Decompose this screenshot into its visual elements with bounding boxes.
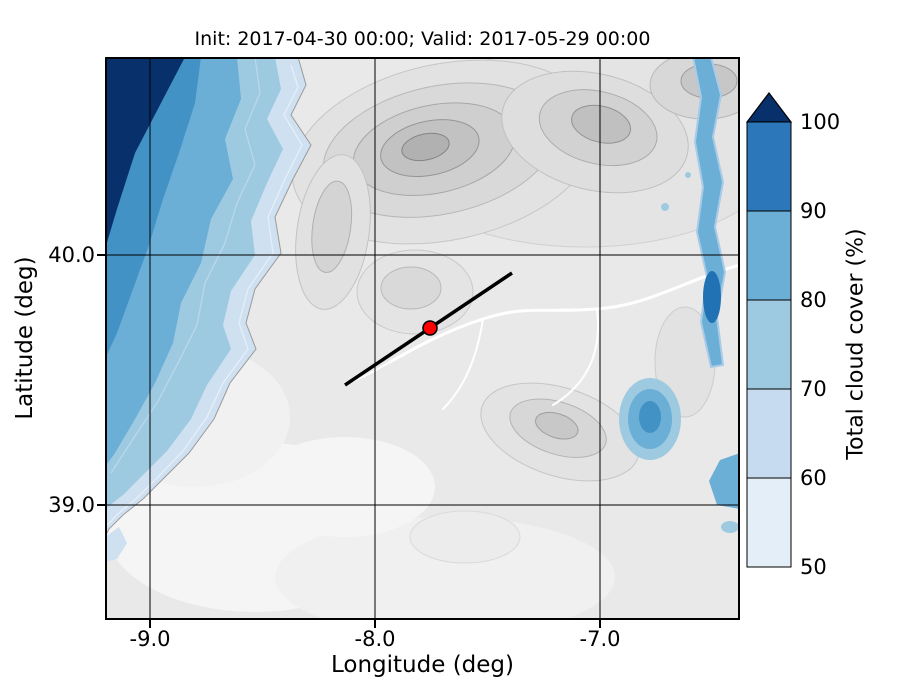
colorbar-tick-label: 90 bbox=[800, 199, 827, 223]
colorbar-segment bbox=[746, 210, 792, 301]
colorbar bbox=[746, 92, 792, 568]
colorbar-tick-label: 50 bbox=[800, 555, 827, 579]
x-tick-mark bbox=[149, 620, 151, 628]
colorbar-tick-label: 70 bbox=[800, 377, 827, 401]
colorbar-tick-label: 80 bbox=[800, 288, 827, 312]
x-tick-label: -7.0 bbox=[579, 627, 621, 651]
y-tick-mark bbox=[97, 504, 105, 506]
colorbar-segment bbox=[746, 388, 792, 479]
plot-frame bbox=[105, 57, 740, 620]
x-tick-label: -9.0 bbox=[129, 627, 171, 651]
colorbar-arrow bbox=[746, 92, 792, 123]
y-tick-label: 39.0 bbox=[48, 493, 95, 517]
x-tick-mark bbox=[599, 620, 601, 628]
terrain-contours bbox=[291, 57, 740, 564]
cloud-cover-west bbox=[105, 57, 312, 562]
colorbar-tick-label: 60 bbox=[800, 466, 827, 490]
colorbar-segment bbox=[746, 477, 792, 568]
x-tick-label: -8.0 bbox=[354, 627, 396, 651]
cloud-cover-east bbox=[619, 57, 740, 533]
colorbar-segment bbox=[746, 121, 792, 212]
colorbar-tick-label: 100 bbox=[800, 110, 841, 134]
graticule bbox=[105, 57, 740, 620]
x-tick-mark bbox=[374, 620, 376, 628]
station-marker bbox=[422, 320, 438, 336]
y-tick-label: 40.0 bbox=[48, 243, 95, 267]
y-axis-label: Latitude (deg) bbox=[12, 256, 38, 420]
southeast-cloud-patch bbox=[619, 378, 681, 460]
colorbar-segment bbox=[746, 299, 792, 390]
high-cloud-core bbox=[105, 57, 185, 249]
y-tick-mark bbox=[97, 254, 105, 256]
right-edge-cloud-patch bbox=[709, 453, 740, 509]
x-axis-label: Longitude (deg) bbox=[330, 652, 514, 678]
plot-title: Init: 2017-04-30 00:00; Valid: 2017-05-2… bbox=[194, 28, 651, 50]
south-coast-cloud-strip bbox=[105, 527, 127, 562]
coastline bbox=[105, 57, 312, 538]
colorbar-label: Total cloud cover (%) bbox=[843, 228, 869, 460]
map-plot bbox=[105, 57, 740, 620]
